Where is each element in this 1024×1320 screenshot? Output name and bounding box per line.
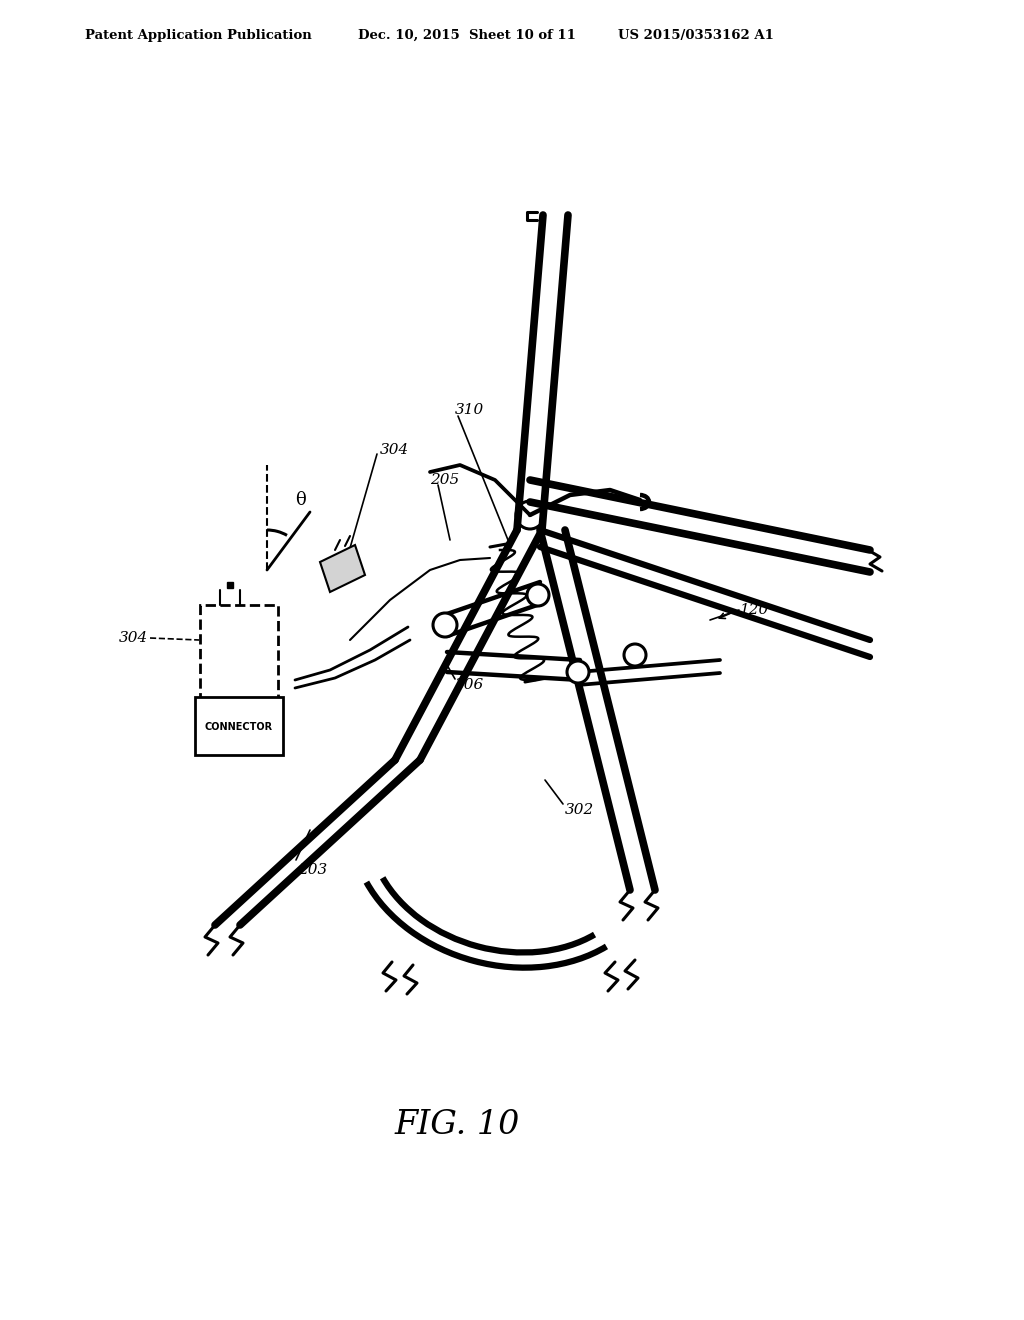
Bar	[195, 697, 283, 755]
Text: 310: 310	[455, 403, 484, 417]
Circle shape	[624, 644, 646, 667]
Text: 304: 304	[119, 631, 148, 645]
Circle shape	[527, 583, 549, 606]
Text: θ: θ	[295, 491, 306, 510]
Bar	[200, 605, 278, 700]
Text: FIG. 10: FIG. 10	[395, 1109, 520, 1140]
Text: 205: 205	[430, 473, 459, 487]
Text: 304: 304	[380, 444, 410, 457]
Text: 203: 203	[298, 863, 328, 876]
Text: 306: 306	[455, 678, 484, 692]
Circle shape	[433, 612, 457, 638]
Text: 302: 302	[565, 803, 594, 817]
Circle shape	[567, 661, 589, 682]
Text: CONNECTOR: CONNECTOR	[205, 722, 273, 733]
Text: Dec. 10, 2015  Sheet 10 of 11: Dec. 10, 2015 Sheet 10 of 11	[358, 29, 575, 41]
Polygon shape	[319, 545, 365, 591]
Text: Patent Application Publication: Patent Application Publication	[85, 29, 311, 41]
Text: 120: 120	[740, 603, 769, 616]
Text: US 2015/0353162 A1: US 2015/0353162 A1	[618, 29, 774, 41]
